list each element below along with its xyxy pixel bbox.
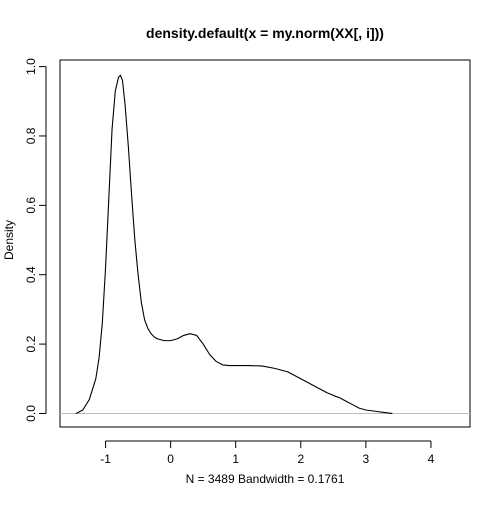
y-tick-label: 0.0 xyxy=(24,405,38,422)
series-layer xyxy=(75,74,393,415)
y-tick-label: 0.8 xyxy=(24,127,38,144)
x-tick-label: -1 xyxy=(100,452,111,466)
axes-layer: -1 0 1 2 3 4 0.0 0.2 0.4 0.6 0.8 1.0 xyxy=(24,58,470,466)
y-tick-label: 0.2 xyxy=(24,335,38,352)
chart-title: density.default(x = my.norm(XX[, i])) xyxy=(146,25,384,41)
x-axis-label: N = 3489 Bandwidth = 0.1761 xyxy=(186,472,345,486)
x-tick-label: 1 xyxy=(232,452,239,466)
x-tick-label: 4 xyxy=(428,452,435,466)
x-tick-label: 2 xyxy=(297,452,304,466)
plot-frame xyxy=(59,59,471,428)
y-axis-label: Density xyxy=(2,220,16,260)
x-tick-label: 3 xyxy=(363,452,370,466)
density-curve xyxy=(75,74,393,415)
y-tick-label: 1.0 xyxy=(24,58,38,75)
y-tick-label: 0.4 xyxy=(24,266,38,283)
y-tick-label: 0.6 xyxy=(24,197,38,214)
x-tick-label: 0 xyxy=(167,452,174,466)
